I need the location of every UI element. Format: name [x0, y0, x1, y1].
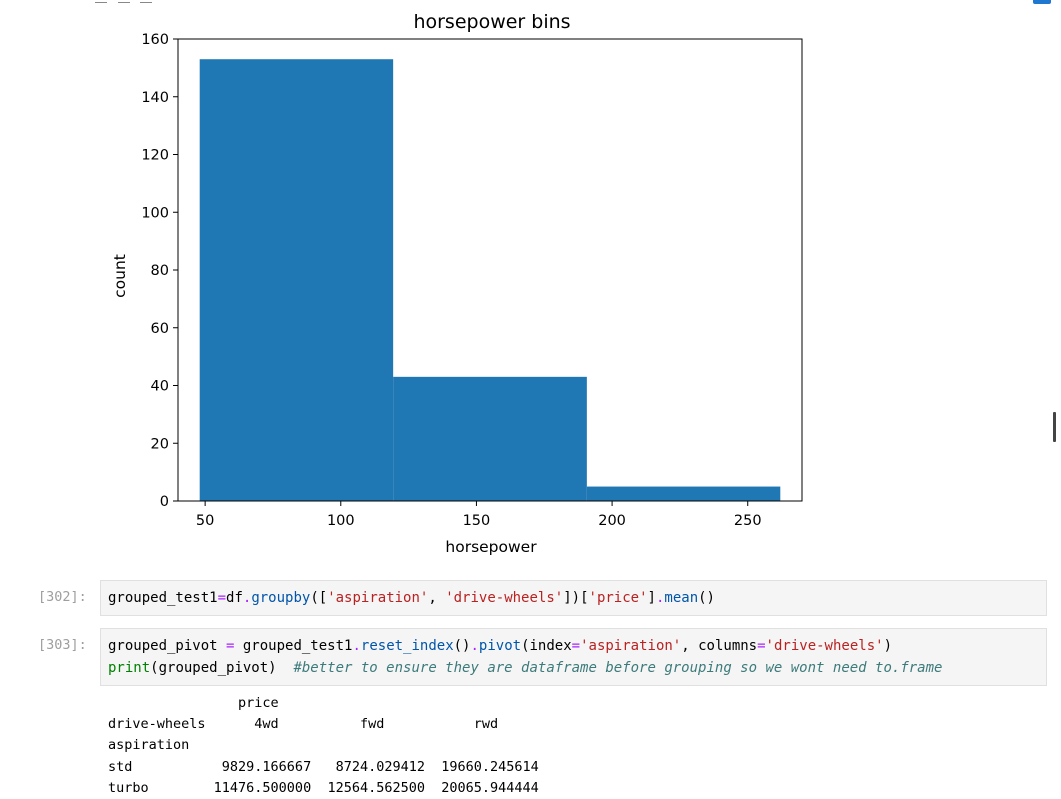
chart-title: horsepower bins — [413, 11, 570, 33]
y-axis-label: count — [111, 254, 129, 298]
code-token: groupby — [251, 590, 311, 606]
code-token: () — [453, 638, 471, 654]
code-token: . — [470, 638, 479, 654]
toolbar-fragment — [118, 0, 130, 3]
cell-prompt: [302]: — [38, 589, 87, 605]
code-token: = — [571, 638, 581, 654]
code-input[interactable]: grouped_pivot = grouped_test1.reset_inde… — [100, 628, 1047, 686]
y-tick-label: 160 — [141, 32, 169, 48]
kernel-indicator-icon[interactable] — [1033, 0, 1051, 4]
x-tick-label: 150 — [463, 513, 491, 529]
code-token: . — [352, 638, 361, 654]
x-tick-label: 50 — [196, 513, 214, 529]
toolbar-fragment — [140, 0, 152, 3]
code-token: 'price' — [588, 590, 648, 606]
cell-output: price drive-wheels 4wd fwd rwd aspiratio… — [108, 695, 539, 796]
y-tick-label: 120 — [141, 148, 169, 164]
code-token: (index — [521, 638, 572, 654]
toolbar-fragment — [95, 0, 107, 3]
code-token: 'aspiration' — [327, 590, 429, 606]
code-token: grouped_test1 — [234, 638, 353, 654]
y-tick-label: 0 — [160, 494, 169, 510]
code-token: , — [428, 590, 446, 606]
code-line: print(grouped_pivot) #better to ensure t… — [108, 657, 1039, 679]
x-tick-label: 200 — [598, 513, 626, 529]
y-tick-label: 60 — [151, 321, 169, 337]
x-tick-label: 100 — [327, 513, 355, 529]
y-tick-label: 40 — [151, 379, 169, 395]
y-tick-label: 140 — [141, 90, 169, 106]
code-token: pivot — [478, 638, 522, 654]
code-token: (grouped_pivot) — [150, 660, 294, 676]
x-tick-label: 250 — [734, 513, 762, 529]
x-axis-label: horsepower — [445, 538, 537, 556]
code-token: = — [217, 590, 227, 606]
cell-prompt: [303]: — [38, 637, 87, 653]
code-token: = — [757, 638, 766, 654]
code-token: . — [655, 590, 665, 606]
code-line: grouped_test1=df.groupby(['aspiration', … — [108, 587, 1039, 609]
code-token: 'drive-wheels' — [765, 638, 884, 654]
code-token: grouped_pivot — [108, 638, 227, 654]
y-tick-label: 100 — [141, 205, 169, 221]
window-top-edge — [0, 0, 1061, 12]
histogram-chart: horsepower bins 50 100 150 200 250 0 20 40 60 80… — [111, 11, 803, 556]
code-token: . — [242, 590, 252, 606]
code-token: mean — [664, 590, 699, 606]
code-token: , columns — [681, 638, 758, 654]
histogram-bar-1 — [199, 59, 394, 502]
code-token: reset_index — [360, 638, 454, 654]
code-token: grouped_test1 — [108, 590, 218, 606]
code-token: #better to ensure they are dataframe bef… — [293, 660, 943, 676]
code-input[interactable]: grouped_test1=df.groupby(['aspiration', … — [100, 580, 1047, 616]
y-tick-label: 20 — [151, 436, 169, 452]
code-token: 'aspiration' — [580, 638, 682, 654]
histogram-bar-3 — [586, 486, 781, 501]
code-token: ) — [883, 638, 892, 654]
code-token: ])[ — [563, 590, 589, 606]
y-tick-label: 80 — [151, 263, 169, 279]
code-token: 'drive-wheels' — [445, 590, 564, 606]
code-token: = — [226, 638, 235, 654]
code-token: df — [226, 590, 243, 606]
code-token: ] — [647, 590, 656, 606]
code-token: () — [698, 590, 715, 606]
code-line: grouped_pivot = grouped_test1.reset_inde… — [108, 635, 1039, 657]
scrollbar-handle[interactable] — [1053, 412, 1056, 442]
histogram-bar-2 — [393, 376, 587, 501]
code-token: print — [108, 660, 151, 676]
code-token: ([ — [310, 590, 328, 606]
